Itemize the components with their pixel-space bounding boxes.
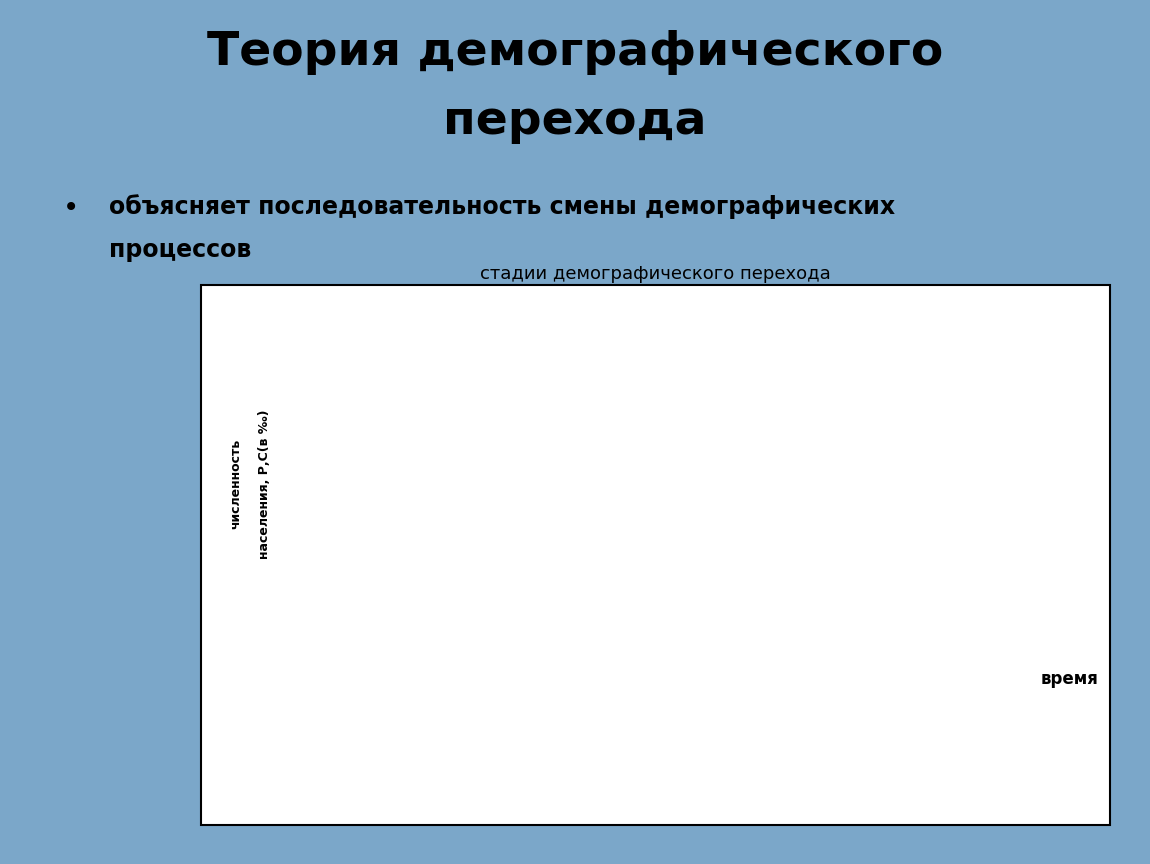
- Text: перехода: перехода: [443, 99, 707, 144]
- Text: •: •: [63, 194, 79, 222]
- Text: ––коэфф. смертности (С): ––коэфф. смертности (С): [450, 745, 678, 761]
- Text: процессов: процессов: [109, 238, 252, 262]
- Text: объясняет последовательность смены демографических: объясняет последовательность смены демог…: [109, 194, 896, 219]
- Text: коэфф. рождаемости (Р): коэфф. рождаемости (Р): [450, 688, 683, 704]
- Text: Теория демографического: Теория демографического: [207, 30, 943, 75]
- Text: стадии демографического перехода: стадии демографического перехода: [481, 265, 831, 283]
- Text: численность: численность: [229, 439, 243, 529]
- Text: численность населения: численность населения: [450, 800, 669, 815]
- Text: время: время: [1041, 670, 1098, 688]
- Text: населения, Р,С(в ‰): населения, Р,С(в ‰): [258, 409, 271, 559]
